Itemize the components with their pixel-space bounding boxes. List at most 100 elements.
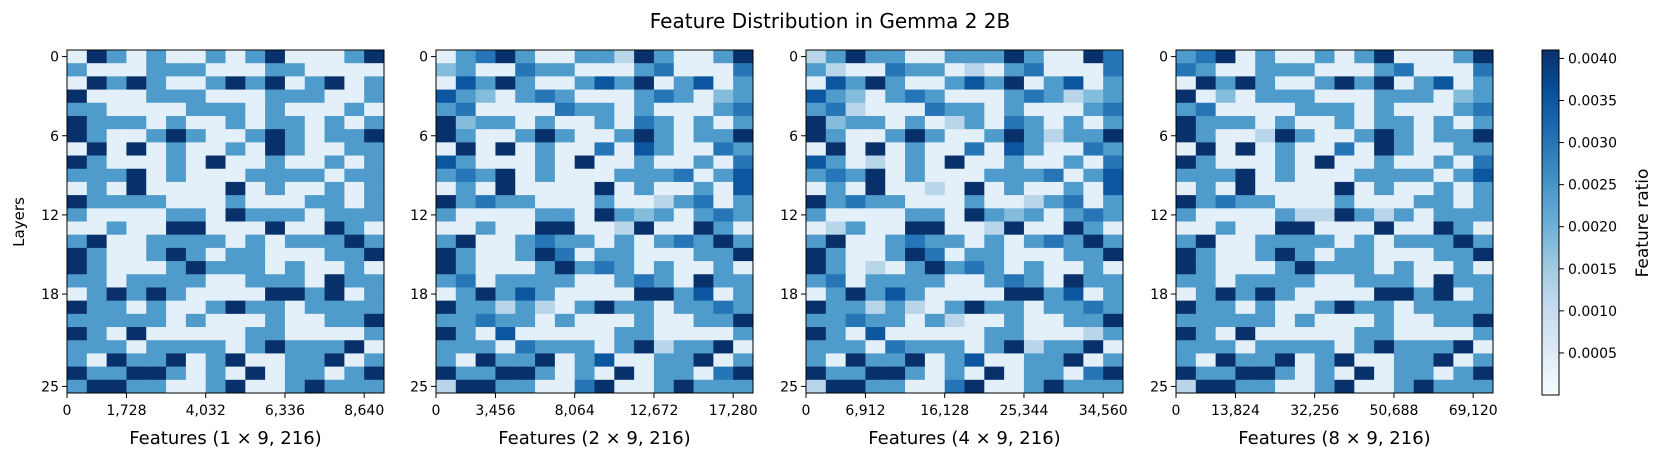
heatmap-cell [1215,221,1236,236]
heatmap-cell [984,274,1005,288]
heatmap-cell [1374,63,1395,77]
heatmap-cell [713,353,734,368]
heatmap-cell [344,261,365,275]
heatmap-cell [984,181,1005,196]
heatmap-cell [86,63,108,77]
heatmap-cell [825,63,847,77]
heatmap-cell [166,142,187,156]
heatmap-cell [1215,168,1236,183]
heatmap-cell [205,247,226,262]
heatmap-cell [364,76,385,90]
heatmap-cell [1043,115,1064,130]
heatmap-cell [1453,129,1474,143]
heatmap-cell [205,327,226,341]
colorbar-tick-label: 0.0015 [1568,262,1617,278]
heatmap-cell [284,208,306,222]
heatmap-cell [984,155,1005,170]
heatmap-cell [1063,102,1084,117]
heatmap-cell [1063,366,1084,381]
heatmap-cell [86,102,108,117]
heatmap-cell [845,353,866,368]
heatmap-cell [1275,89,1296,104]
heatmap-cell [1023,168,1045,183]
heatmap-cell [1083,340,1104,354]
heatmap-cell [594,195,615,209]
heatmap-cell [594,50,615,64]
heatmap-cell [964,274,985,288]
heatmap-cell [1023,234,1045,249]
heatmap-cell [475,353,496,368]
heatmap-cell [1176,76,1197,90]
heatmap-cell [67,234,88,249]
heatmap-cell [515,274,536,288]
heatmap-cell [67,63,88,77]
heatmap-cell [1374,313,1395,328]
heatmap-cell [1314,50,1335,64]
heatmap-cell [436,155,457,170]
heatmap-cell [944,261,965,275]
heatmap-cell [515,287,536,302]
heatmap-cell [1063,76,1084,90]
heatmap-cell [185,221,207,236]
heatmap-cell [265,234,286,249]
heatmap-cell [364,115,385,130]
heatmap-cell [436,115,457,130]
heatmap-cell [1473,353,1494,368]
heatmap-cell [364,234,385,249]
heatmap-cell [1393,89,1415,104]
heatmap-cell [1255,340,1276,354]
heatmap-cell [245,181,266,196]
heatmap-cell [1195,221,1217,236]
heatmap-cell [265,340,286,354]
heatmap-cell [1374,76,1395,90]
heatmap-cell [1473,102,1494,117]
heatmap-cell [825,195,847,209]
heatmap-cell [614,208,635,222]
heatmap-cell [964,208,985,222]
heatmap-cell [1334,89,1355,104]
heatmap-cell [574,366,595,381]
heatmap-cell [265,195,286,209]
heatmap-cell [436,129,457,143]
heatmap-cell [535,102,556,117]
heatmap-cell [1176,327,1197,341]
heatmap-cell [1176,313,1197,328]
heatmap-cell [1235,155,1256,170]
heatmap-cell [126,208,147,222]
heatmap-cell [475,89,496,104]
heatmap-cell [146,313,167,328]
heatmap-cell [1103,247,1124,262]
heatmap-cell [475,313,496,328]
heatmap-cell [865,221,886,236]
heatmap-cell [594,102,615,117]
heatmap-cell [185,102,207,117]
heatmap-cell [1235,168,1256,183]
heatmap-cell [126,313,147,328]
heatmap-cell [634,63,655,77]
heatmap-cell [885,366,906,381]
heatmap-cell [733,287,754,302]
heatmap-cell [1235,208,1256,222]
heatmap-cell [574,274,595,288]
heatmap-cell [1043,300,1064,315]
heatmap-cell [865,340,886,354]
heatmap-cell [984,76,1005,90]
heatmap-cell [1393,234,1415,249]
heatmap-cell [324,168,345,183]
colorbar-label: Feature ratio [1633,169,1653,278]
heatmap-cell [245,274,266,288]
heatmap-cell [1314,366,1335,381]
heatmap-cell [693,115,714,130]
heatmap-cell [1004,221,1025,236]
heatmap-cell [225,208,246,222]
heatmap-cell [284,261,306,275]
heatmap-cell [1294,366,1316,381]
x-tick-label: 12,672 [629,403,678,419]
heatmap-cell [284,168,306,183]
heatmap-cell [1473,168,1494,183]
heatmap-cell [146,50,167,64]
heatmap-cell [265,63,286,77]
heatmap-cell [1255,274,1276,288]
heatmap-cell [1103,76,1124,90]
heatmap-cell [106,379,127,394]
